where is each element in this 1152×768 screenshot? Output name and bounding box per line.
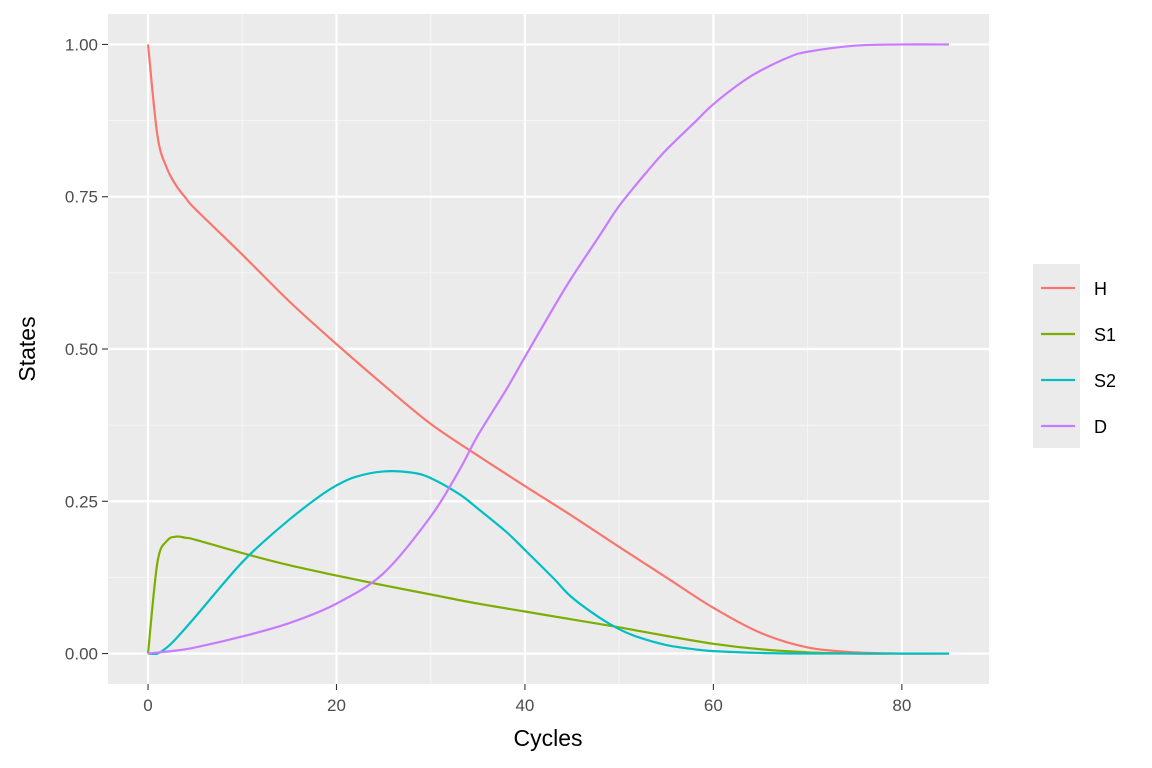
legend-label-d: D [1094,417,1107,437]
series-line-s2 [147,470,949,656]
y-tick-label: 0.75 [65,188,98,207]
legend-label-s1: S1 [1094,325,1116,345]
x-axis: 0 20 40 60 80 [143,684,911,715]
y-axis-title: States [14,316,40,381]
x-tick-label: 60 [704,696,723,715]
x-tick-label: 80 [892,696,911,715]
legend-background [1033,264,1080,448]
x-tick-label: 0 [143,696,152,715]
x-tick-label: 40 [515,696,534,715]
y-tick-label: 1.00 [65,35,98,54]
legend-label-s2: S2 [1094,371,1116,391]
y-tick-label: 0.00 [65,645,98,664]
series-line-s1 [146,535,949,655]
y-tick-label: 0.25 [65,492,98,511]
legend-label-h: H [1094,279,1107,299]
legend: H S1 S2 D [1033,264,1116,448]
series-lines [146,43,949,656]
y-tick-label: 0.50 [65,340,98,359]
series-line-h [146,44,949,655]
x-axis-title: Cycles [513,725,582,751]
x-tick-label: 20 [327,696,346,715]
y-axis: 0.00 0.25 0.50 0.75 1.00 [65,35,108,664]
series-line-d [147,43,949,655]
